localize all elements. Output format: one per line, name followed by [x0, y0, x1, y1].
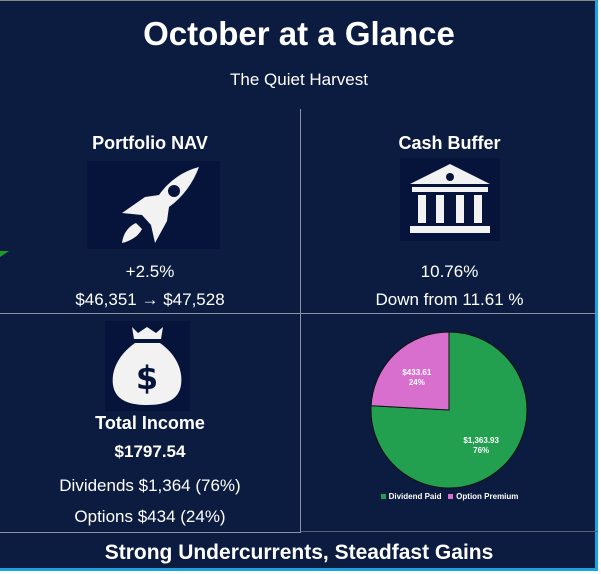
rocket-icon [87, 161, 220, 249]
income-dividends: Dividends $1,364 (76%) [59, 476, 241, 495]
legend-swatch-option [448, 494, 454, 500]
legend-label-option: Option Premium [456, 492, 519, 501]
divider-vertical [300, 109, 301, 532]
cash-label: Cash Buffer [398, 133, 501, 153]
nav-range: $46,351 → $47,528 [75, 290, 225, 309]
pie-legend: Dividend Paid Option Premium [301, 492, 598, 501]
pie-data-label: 24% [409, 378, 425, 387]
money-bag-icon: $ [105, 321, 190, 411]
cash-note: Down from 11.61 % [375, 290, 524, 309]
legend-item-dividend: Dividend Paid [380, 492, 442, 501]
bank-icon [400, 158, 500, 241]
nav-change: +2.5% [125, 262, 175, 281]
legend-item-option: Option Premium [448, 492, 518, 501]
page-subtitle: The Quiet Harvest [230, 70, 368, 89]
cell-marker [0, 251, 9, 257]
cash-value: 10.76% [420, 262, 479, 281]
legend-swatch-dividend [380, 494, 386, 500]
pie-slice-option [370, 331, 450, 411]
pie-data-label: $1,363.93 [463, 436, 499, 445]
footer-tagline: Strong Undercurrents, Steadfast Gains [104, 541, 494, 564]
income-total: $1797.54 [114, 442, 186, 461]
page-title: October at a Glance [143, 15, 455, 52]
svg-text:$: $ [136, 359, 158, 397]
pie-data-label: 76% [473, 446, 489, 455]
legend-label-dividend: Dividend Paid [388, 492, 442, 501]
nav-label: Portfolio NAV [92, 133, 208, 153]
divider-chart-bottom [301, 531, 598, 532]
income-options: Options $434 (24%) [74, 507, 226, 526]
divider-horizontal [0, 313, 598, 314]
divider-income-bottom [0, 532, 301, 533]
pie-data-label: $433.61 [402, 368, 431, 377]
income-label: Total Income [95, 413, 205, 433]
